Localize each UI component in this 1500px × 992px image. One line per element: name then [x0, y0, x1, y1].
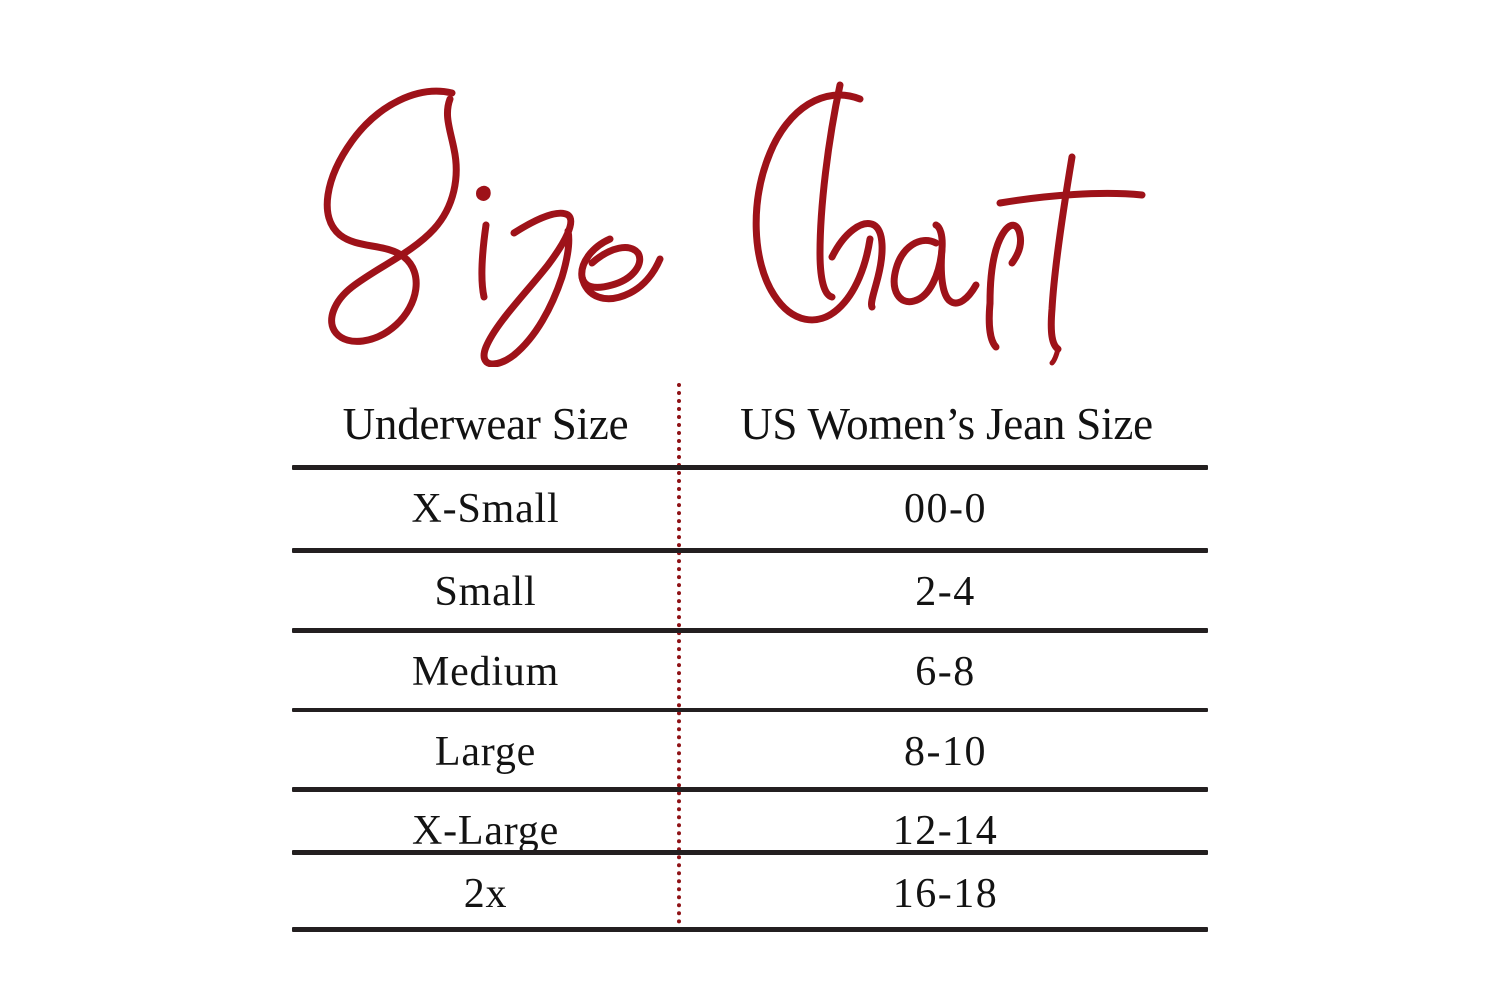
column-header-underwear-size: Underwear Size: [342, 399, 629, 449]
row-rule: [292, 628, 1208, 633]
table-row: Medium 6-8: [292, 633, 1208, 711]
table-row: Small 2-4: [292, 553, 1208, 631]
cell-jean-size: 16-18: [892, 871, 999, 917]
cell-jean-size: 2-4: [915, 569, 976, 615]
page-title: Size Chart: [0, 52, 1500, 372]
column-divider: [677, 383, 681, 932]
row-rule: [292, 787, 1208, 792]
cell-jean-size: 6-8: [915, 649, 976, 695]
size-chart-table: Underwear Size US Women’s Jean Size X-Sm…: [292, 383, 1208, 932]
table-row: 2x 16-18: [292, 855, 1208, 933]
size-chart-script-title-icon: [323, 81, 1146, 367]
rule-table-bottom: [292, 927, 1208, 932]
cell-underwear-size: X-Large: [411, 808, 560, 854]
table-row: X-Large 12-14: [292, 792, 1208, 870]
column-header-jean-size: US Women’s Jean Size: [740, 399, 1153, 449]
table-header-row: Underwear Size US Women’s Jean Size: [292, 383, 1208, 465]
row-rule: [292, 850, 1208, 855]
cell-underwear-size: Medium: [411, 649, 560, 695]
cell-jean-size: 12-14: [892, 808, 999, 854]
cell-jean-size: 8-10: [904, 729, 987, 775]
row-rule: [292, 708, 1208, 712]
cell-jean-size: 00-0: [904, 486, 987, 532]
row-rule: [292, 548, 1208, 553]
cell-underwear-size: X-Small: [411, 486, 560, 532]
rule-under-header: [292, 465, 1208, 470]
cell-underwear-size: Large: [434, 729, 537, 775]
table-row: Large 8-10: [292, 713, 1208, 791]
cell-underwear-size: Small: [434, 569, 537, 615]
table-row: X-Small 00-0: [292, 470, 1208, 548]
cell-underwear-size: 2x: [463, 871, 508, 917]
